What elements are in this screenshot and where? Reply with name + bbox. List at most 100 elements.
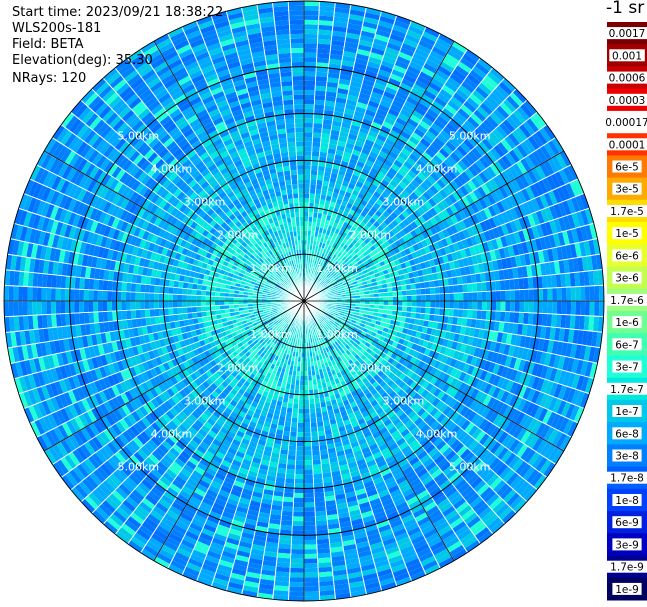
beta-gate — [414, 106, 427, 116]
beta-gate — [363, 179, 372, 188]
beta-gate — [381, 581, 397, 591]
beta-gate — [386, 314, 392, 320]
beta-gate — [317, 261, 322, 267]
beta-gate — [398, 380, 406, 389]
beta-gate — [509, 207, 519, 220]
beta-gate — [304, 450, 313, 456]
beta-gate — [439, 286, 445, 294]
beta-gate — [311, 445, 320, 451]
beta-gate — [425, 210, 434, 220]
beta-gate — [419, 281, 426, 289]
beta-gate — [454, 369, 463, 380]
beta-gate — [313, 236, 318, 242]
beta-gate — [321, 315, 326, 320]
beta-gate — [304, 394, 310, 400]
beta-gate — [355, 301, 361, 304]
beta-gate — [271, 504, 283, 511]
beta-gate — [304, 357, 308, 362]
beta-gate — [474, 174, 485, 186]
beta-gate — [325, 317, 331, 322]
beta-gate — [353, 409, 362, 417]
beta-gate — [307, 235, 311, 241]
beta-gate — [370, 399, 379, 407]
beta-gate — [304, 371, 308, 376]
beta-gate — [335, 291, 341, 295]
beta-gate — [353, 185, 362, 193]
beta-gate — [301, 347, 304, 353]
beta-gate — [398, 458, 409, 468]
beta-gate — [282, 397, 289, 403]
beta-gate — [365, 202, 373, 210]
beta-gate — [392, 296, 398, 301]
beta-gate — [318, 430, 326, 437]
beta-gate — [538, 301, 544, 313]
beta-gate — [364, 455, 375, 463]
beta-gate — [262, 560, 277, 567]
beta-gate — [416, 185, 426, 195]
beta-gate — [499, 122, 512, 136]
beta-gate — [490, 441, 502, 454]
beta-gate — [291, 375, 297, 381]
beta-gate — [331, 259, 337, 265]
beta-gate — [361, 147, 371, 156]
beta-gate — [370, 167, 379, 175]
beta-gate — [315, 282, 319, 287]
beta-gate — [310, 426, 318, 433]
beta-gate — [343, 257, 350, 264]
beta-gate — [527, 361, 535, 375]
beta-gate — [475, 159, 486, 172]
beta-gate — [400, 249, 407, 257]
beta-gate — [523, 312, 529, 325]
beta-gate — [296, 441, 304, 447]
beta-gate — [416, 158, 427, 169]
beta-gate — [357, 336, 363, 343]
beta-gate — [383, 199, 392, 207]
beta-gate — [459, 141, 471, 154]
beta-gate — [304, 104, 314, 110]
beta-gate — [499, 466, 512, 480]
beta-gate — [304, 29, 318, 35]
beta-gate — [401, 290, 407, 296]
beta-gate — [471, 337, 479, 347]
beta-gate — [351, 174, 359, 181]
beta-gate — [315, 501, 326, 507]
beta-gate — [367, 171, 377, 180]
beta-gate — [485, 281, 492, 292]
beta-gate — [507, 322, 514, 334]
beta-gate — [511, 129, 524, 144]
beta-gate — [563, 259, 570, 273]
beta-gate — [450, 517, 464, 529]
beta-gate — [319, 580, 334, 587]
beta-gate — [342, 326, 348, 332]
beta-gate — [442, 363, 450, 374]
beta-gate — [436, 178, 446, 189]
beta-gate — [519, 413, 530, 428]
beta-gate — [329, 537, 343, 544]
beta-gate — [364, 70, 378, 78]
beta-gate — [385, 546, 400, 555]
beta-gate — [398, 193, 407, 202]
beta-gate — [404, 317, 411, 324]
beta-gate — [391, 200, 400, 208]
beta-gate — [373, 308, 379, 313]
beta-gate — [330, 279, 336, 284]
beta-gate — [401, 311, 407, 317]
beta-gate — [492, 363, 501, 375]
beta-gate — [364, 254, 371, 260]
beta-gate — [354, 429, 364, 437]
beta-gate — [451, 133, 463, 145]
beta-gate — [417, 233, 425, 242]
beta-gate — [348, 128, 359, 136]
beta-gate — [357, 497, 370, 505]
beta-gate — [357, 545, 371, 554]
beta-gate — [464, 422, 475, 434]
beta-gate — [319, 576, 334, 582]
beta-gate — [335, 498, 347, 505]
beta-gate — [460, 343, 467, 353]
beta-gate — [464, 470, 477, 482]
beta-gate — [360, 559, 375, 567]
beta-gate — [264, 551, 278, 558]
beta-gate — [532, 313, 539, 325]
beta-gate — [421, 116, 434, 127]
beta-gate — [360, 330, 367, 336]
